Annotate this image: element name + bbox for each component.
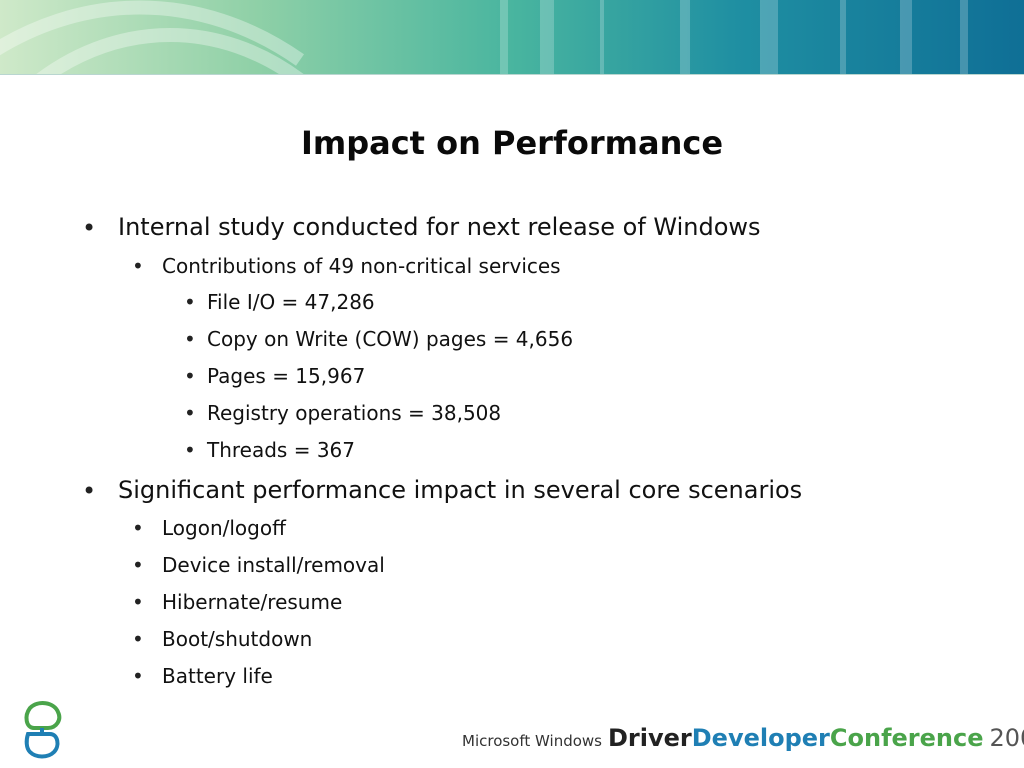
banner-decoration <box>0 0 968 74</box>
bullet-item: Battery life <box>162 664 273 688</box>
bullet-item: Pages = 15,967 <box>207 364 366 388</box>
bullet-dot: • <box>184 327 196 351</box>
bullet-item: File I/O = 47,286 <box>207 290 375 314</box>
bullet-dot: • <box>132 627 144 651</box>
bullet-dot: • <box>184 401 196 425</box>
footer-microsoft-windows: Microsoft Windows <box>462 732 602 750</box>
bullet-item: Significant performance impact in severa… <box>118 476 803 504</box>
footer-developer: Developer <box>691 724 830 752</box>
bullet-dot: • <box>132 553 144 577</box>
bullet-item: Registry operations = 38,508 <box>207 401 502 425</box>
bullet-dot: • <box>132 516 144 540</box>
slide-title: Impact on Performance <box>300 124 724 162</box>
header-banner <box>0 0 1024 75</box>
conference-footer: Microsoft Windows Driver Developer Confe… <box>462 724 1024 764</box>
bullet-item: Device install/removal <box>162 553 385 577</box>
bullet-item: Logon/logoff <box>162 516 286 540</box>
bullet-dot: • <box>132 254 144 278</box>
conference-logo-icon <box>20 700 64 764</box>
bullet-dot: • <box>184 290 196 314</box>
bullet-item: Threads = 367 <box>207 438 355 462</box>
footer-conference: Conference <box>829 724 984 752</box>
bullet-dot: • <box>132 664 144 688</box>
bullet-item: Internal study conducted for next releas… <box>118 213 761 241</box>
bullet-item: Copy on Write (COW) pages = 4,656 <box>207 327 574 351</box>
bullet-dot: • <box>132 590 144 614</box>
bullet-dot: • <box>184 438 196 462</box>
bullet-item: Hibernate/resume <box>162 590 343 614</box>
bullet-dot: • <box>82 214 97 242</box>
bullet-item: Contributions of 49 non-critical service… <box>162 254 561 278</box>
footer-driver: Driver <box>608 724 692 752</box>
bullet-dot: • <box>82 477 97 505</box>
bullet-dot: • <box>184 364 196 388</box>
bullet-item: Boot/shutdown <box>162 627 313 651</box>
footer-year: 2008 <box>989 724 1024 752</box>
